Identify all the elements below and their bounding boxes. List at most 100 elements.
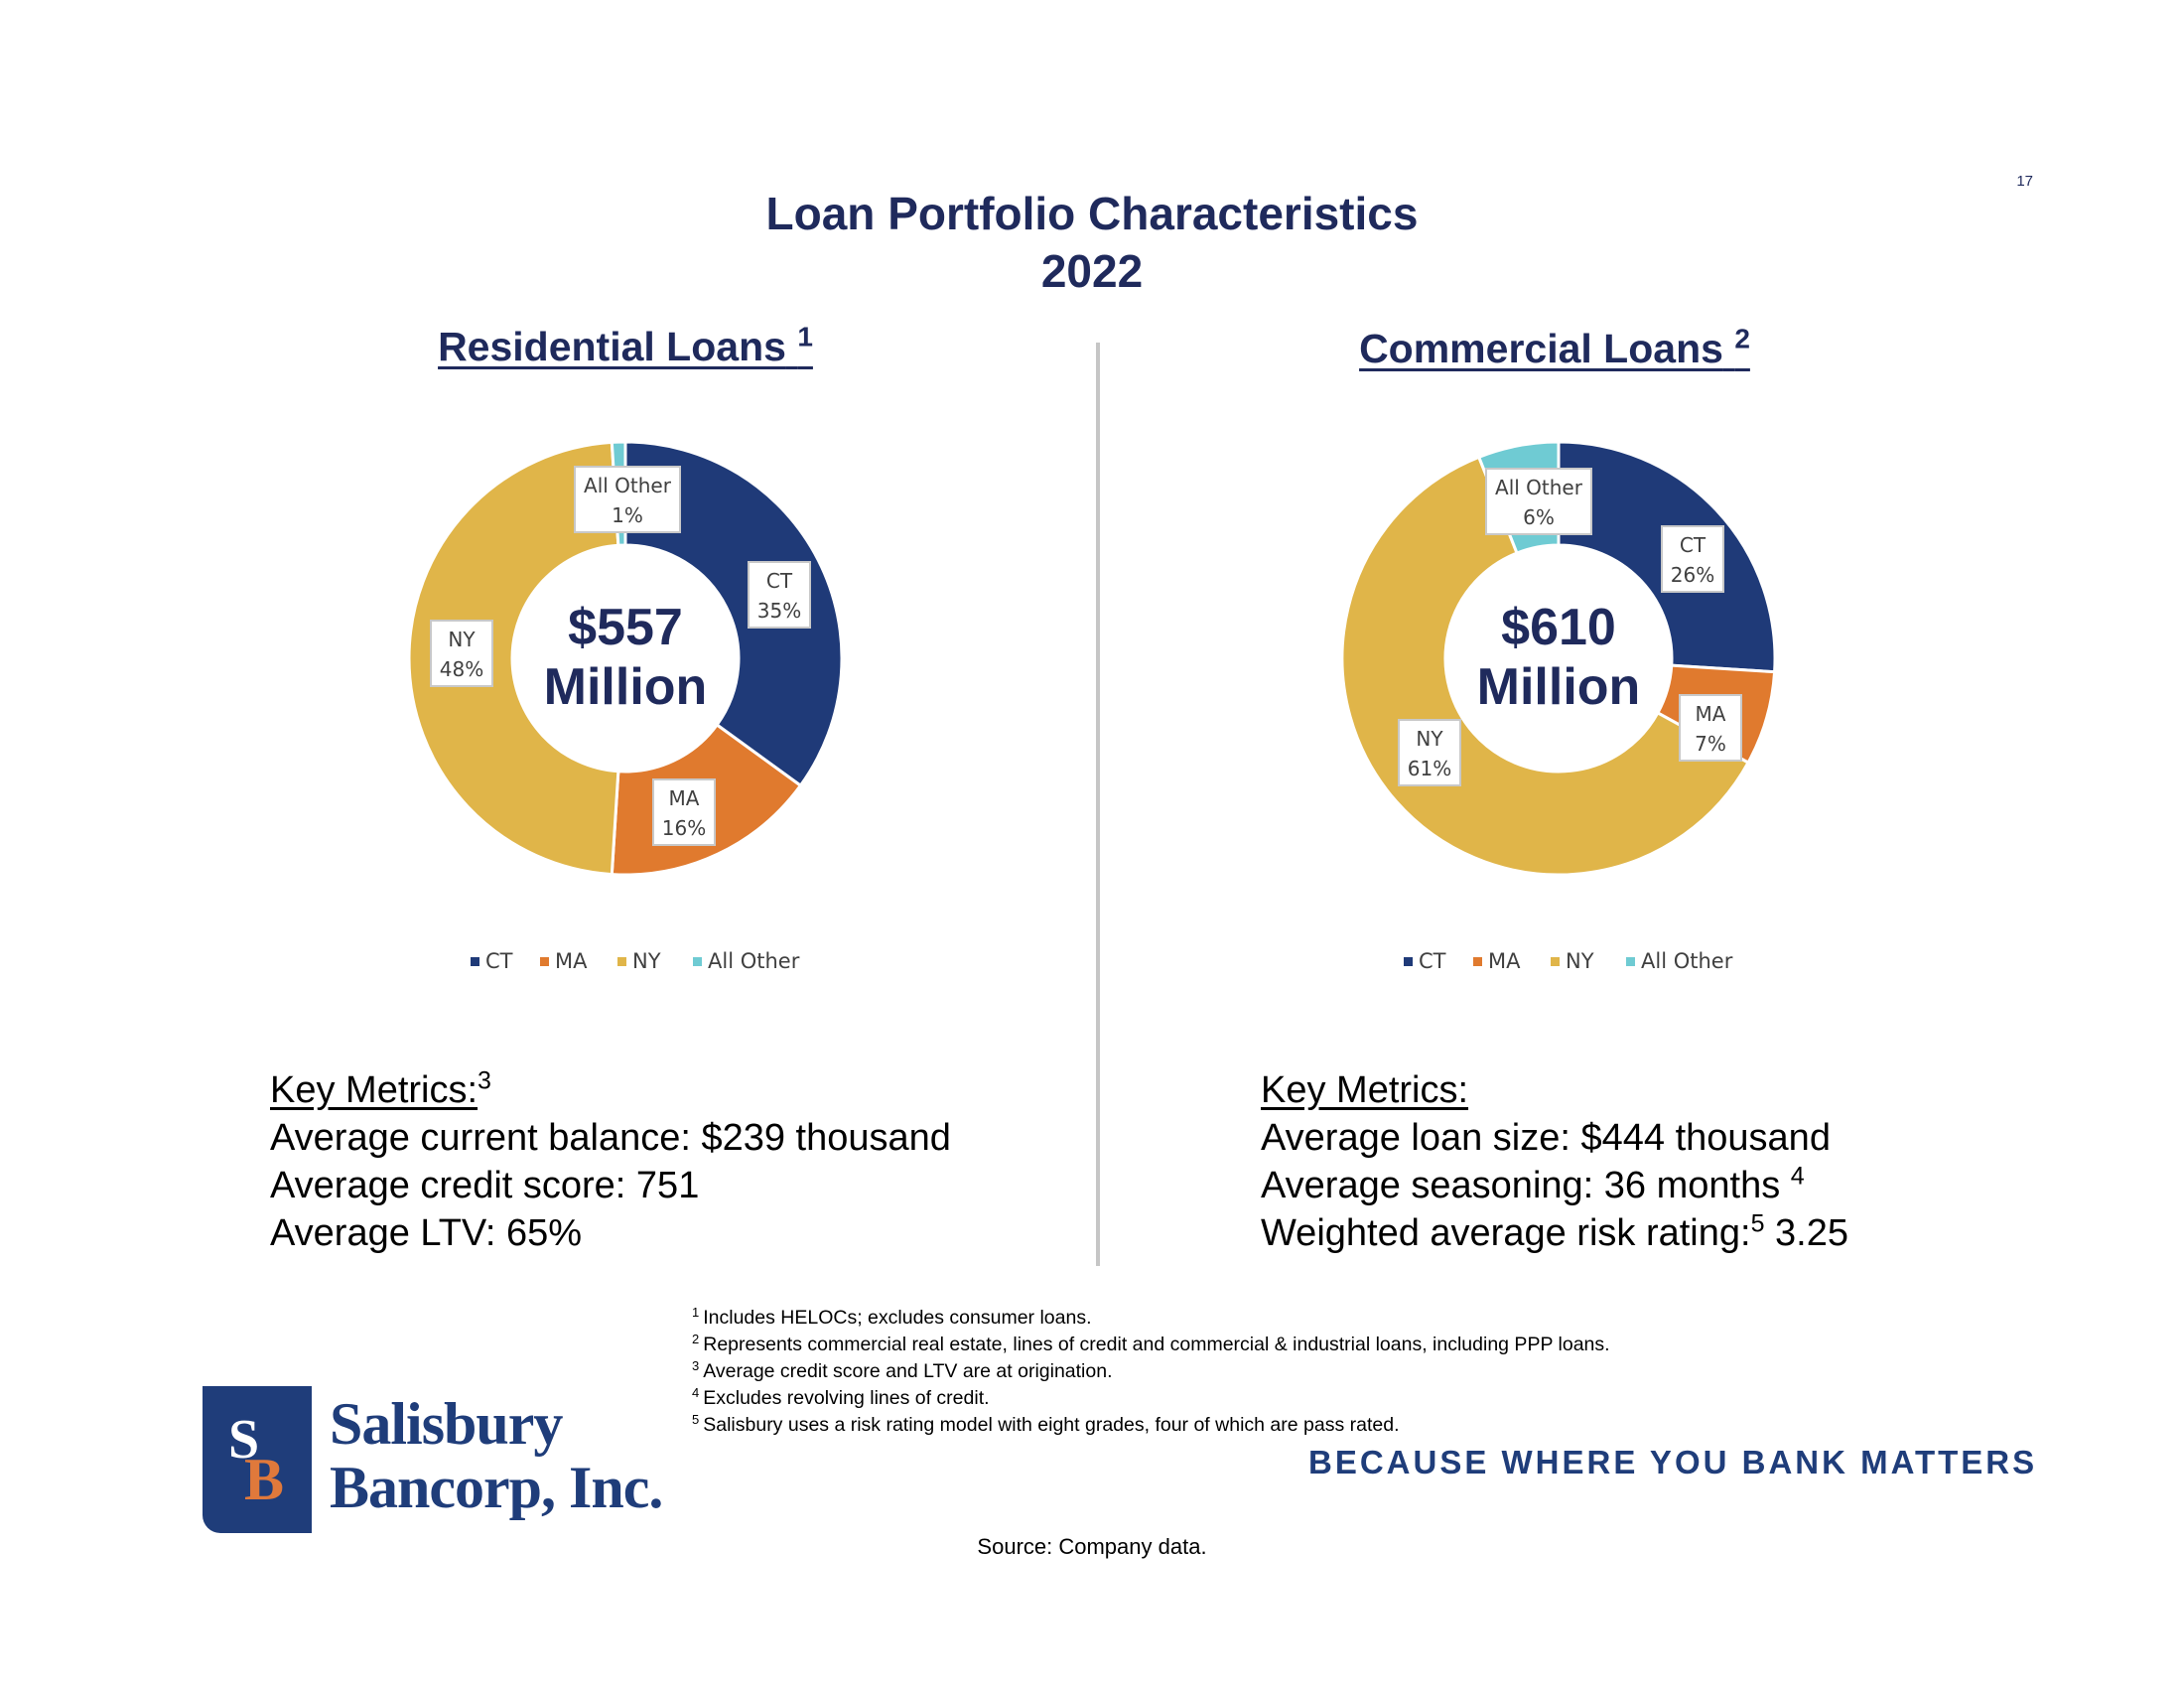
commercial-center-total-unit: Million [1477, 658, 1641, 716]
salisbury-logo-wordmark: Salisbury Bancorp, Inc. [330, 1391, 663, 1520]
residential-legend-item-ny: NY [617, 949, 661, 973]
risk-rating-value: 3.25 [1775, 1212, 1848, 1254]
commercial-data-label-ma: MA 7% [1679, 694, 1742, 762]
residential-center-total-amount: $557 [568, 599, 683, 656]
commercial-data-label-ny: NY 61% [1398, 719, 1461, 786]
commercial-data-label-ct-value: 26% [1671, 563, 1714, 587]
risk-rating-note: 5 [1750, 1209, 1765, 1238]
residential-metrics-header: Key Metrics: [270, 1069, 478, 1111]
commercial-data-label-ny-value: 61% [1408, 757, 1451, 780]
footnote-5: 5 Salisbury uses a risk rating model with… [692, 1412, 1610, 1439]
commercial-data-label-ct-category: CT [1680, 533, 1706, 557]
metric-average-current-balance: Average current balance: $239 thousand [270, 1117, 951, 1159]
residential-data-label-ct-value: 35% [757, 599, 801, 623]
metric-weighted-risk-rating: Weighted average risk rating:5 3.25 [1261, 1209, 1848, 1257]
residential-legend-swatch-all-other [693, 957, 702, 966]
commercial-data-label-all-other: All Other 6% [1485, 468, 1592, 535]
logo-mark-b: B [244, 1447, 285, 1512]
footnote-5-num: 5 [692, 1411, 700, 1427]
footnote-1-num: 1 [692, 1304, 700, 1320]
logo-line-2: Bancorp, Inc. [330, 1455, 663, 1520]
commercial-legend-label-ny: NY [1566, 949, 1594, 973]
residential-data-label-all-other: All Other 1% [574, 466, 681, 533]
footnote-4-num: 4 [692, 1384, 700, 1400]
seasoning-note: 4 [1790, 1162, 1805, 1191]
residential-legend-label-all-other: All Other [708, 949, 800, 973]
vertical-divider [1096, 343, 1100, 1266]
footnote-5-text: Salisbury uses a risk rating model with … [703, 1414, 1400, 1436]
commercial-legend-swatch-ma [1473, 957, 1482, 966]
risk-rating-text: Weighted average risk rating: [1261, 1212, 1751, 1254]
footnote-4-text: Excludes revolving lines of credit. [703, 1387, 990, 1409]
residential-slice-ny [407, 440, 620, 877]
residential-legend-item-all-other: All Other [693, 949, 800, 973]
commercial-legend-item-ma: MA [1473, 949, 1521, 973]
logo-line-1: Salisbury [330, 1391, 563, 1457]
residential-legend-label-ny: NY [632, 949, 661, 973]
residential-center-total-unit: Million [544, 658, 708, 716]
residential-legend-item-ct: CT [471, 949, 513, 973]
page-title: Loan Portfolio Characteristics 2022 [0, 185, 2184, 300]
residential-data-label-ct: CT 35% [748, 561, 811, 629]
commercial-metrics-header: Key Metrics: [1261, 1069, 1469, 1111]
commercial-center-total-amount: $610 [1501, 599, 1616, 656]
footnote-3-text: Average credit score and LTV are at orig… [703, 1360, 1113, 1382]
residential-legend-item-ma: MA [540, 949, 588, 973]
commercial-legend-swatch-ct [1404, 957, 1413, 966]
footnote-3: 3 Average credit score and LTV are at ori… [692, 1358, 1610, 1385]
commercial-loans-heading: Commercial Loans 2 [1277, 323, 1833, 372]
residential-data-label-ma-category: MA [669, 786, 700, 810]
commercial-heading-text: Commercial Loans [1359, 326, 1723, 371]
commercial-data-label-ny-category: NY [1416, 727, 1443, 751]
commercial-legend-swatch-ny [1551, 957, 1560, 966]
residential-legend-swatch-ny [617, 957, 626, 966]
commercial-legend-label-ma: MA [1488, 949, 1521, 973]
residential-data-label-ny-value: 48% [440, 657, 483, 681]
commercial-legend-item-all-other: All Other [1626, 949, 1733, 973]
logo-mark-s: S [228, 1409, 260, 1471]
residential-data-label-ma-value: 16% [662, 816, 706, 840]
residential-data-label-ma: MA 16% [652, 778, 716, 846]
residential-legend-swatch-ma [540, 957, 549, 966]
commercial-data-label-all-other-category: All Other [1495, 476, 1583, 499]
metric-average-credit-score: Average credit score: 751 [270, 1165, 700, 1206]
title-line-2: 2022 [1040, 245, 1144, 297]
footnotes: 1 Includes HELOCs; excludes consumer loan… [692, 1305, 1610, 1439]
commercial-legend-label-all-other: All Other [1641, 949, 1733, 973]
commercial-legend-item-ct: CT [1404, 949, 1446, 973]
residential-heading-note: 1 [797, 321, 813, 352]
residential-data-label-all-other-value: 1% [612, 503, 643, 527]
residential-data-label-ny: NY 48% [430, 620, 493, 687]
residential-legend-label-ct: CT [485, 949, 513, 973]
commercial-key-metrics: Key Metrics: Average loan size: $444 tho… [1261, 1066, 1848, 1257]
footnote-2-num: 2 [692, 1331, 700, 1346]
page-number: 17 [2016, 173, 2033, 190]
residential-data-label-all-other-category: All Other [584, 474, 672, 497]
tagline: BECAUSE WHERE YOU BANK MATTERS [1308, 1444, 2038, 1480]
commercial-legend-swatch-all-other [1626, 957, 1635, 966]
residential-data-label-ny-category: NY [448, 628, 476, 651]
residential-metrics-note: 3 [478, 1066, 491, 1095]
salisbury-logo-mark: S B [203, 1386, 312, 1533]
residential-legend-swatch-ct [471, 957, 479, 966]
commercial-legend-label-ct: CT [1419, 949, 1446, 973]
seasoning-text: Average seasoning: 36 months [1261, 1165, 1781, 1206]
footnote-1: 1 Includes HELOCs; excludes consumer loan… [692, 1305, 1610, 1332]
metric-average-ltv: Average LTV: 65% [270, 1212, 583, 1254]
footnote-3-num: 3 [692, 1357, 700, 1373]
source-note: Source: Company data. [977, 1534, 1207, 1559]
commercial-heading-note: 2 [1734, 323, 1750, 354]
footnote-2: 2 Represents commercial real estate, line… [692, 1332, 1610, 1358]
residential-loans-heading: Residential Loans 1 [347, 321, 903, 370]
title-line-1: Loan Portfolio Characteristics [765, 188, 1419, 239]
metric-average-loan-size: Average loan size: $444 thousand [1261, 1117, 1831, 1159]
residential-data-label-ct-category: CT [766, 569, 793, 593]
commercial-legend-item-ny: NY [1551, 949, 1594, 973]
footnote-4: 4 Excludes revolving lines of credit. [692, 1385, 1610, 1412]
commercial-data-label-ma-value: 7% [1695, 732, 1726, 756]
residential-heading-text: Residential Loans [438, 324, 786, 369]
commercial-data-label-ct: CT 26% [1661, 525, 1724, 593]
commercial-data-label-ma-category: MA [1696, 702, 1726, 726]
